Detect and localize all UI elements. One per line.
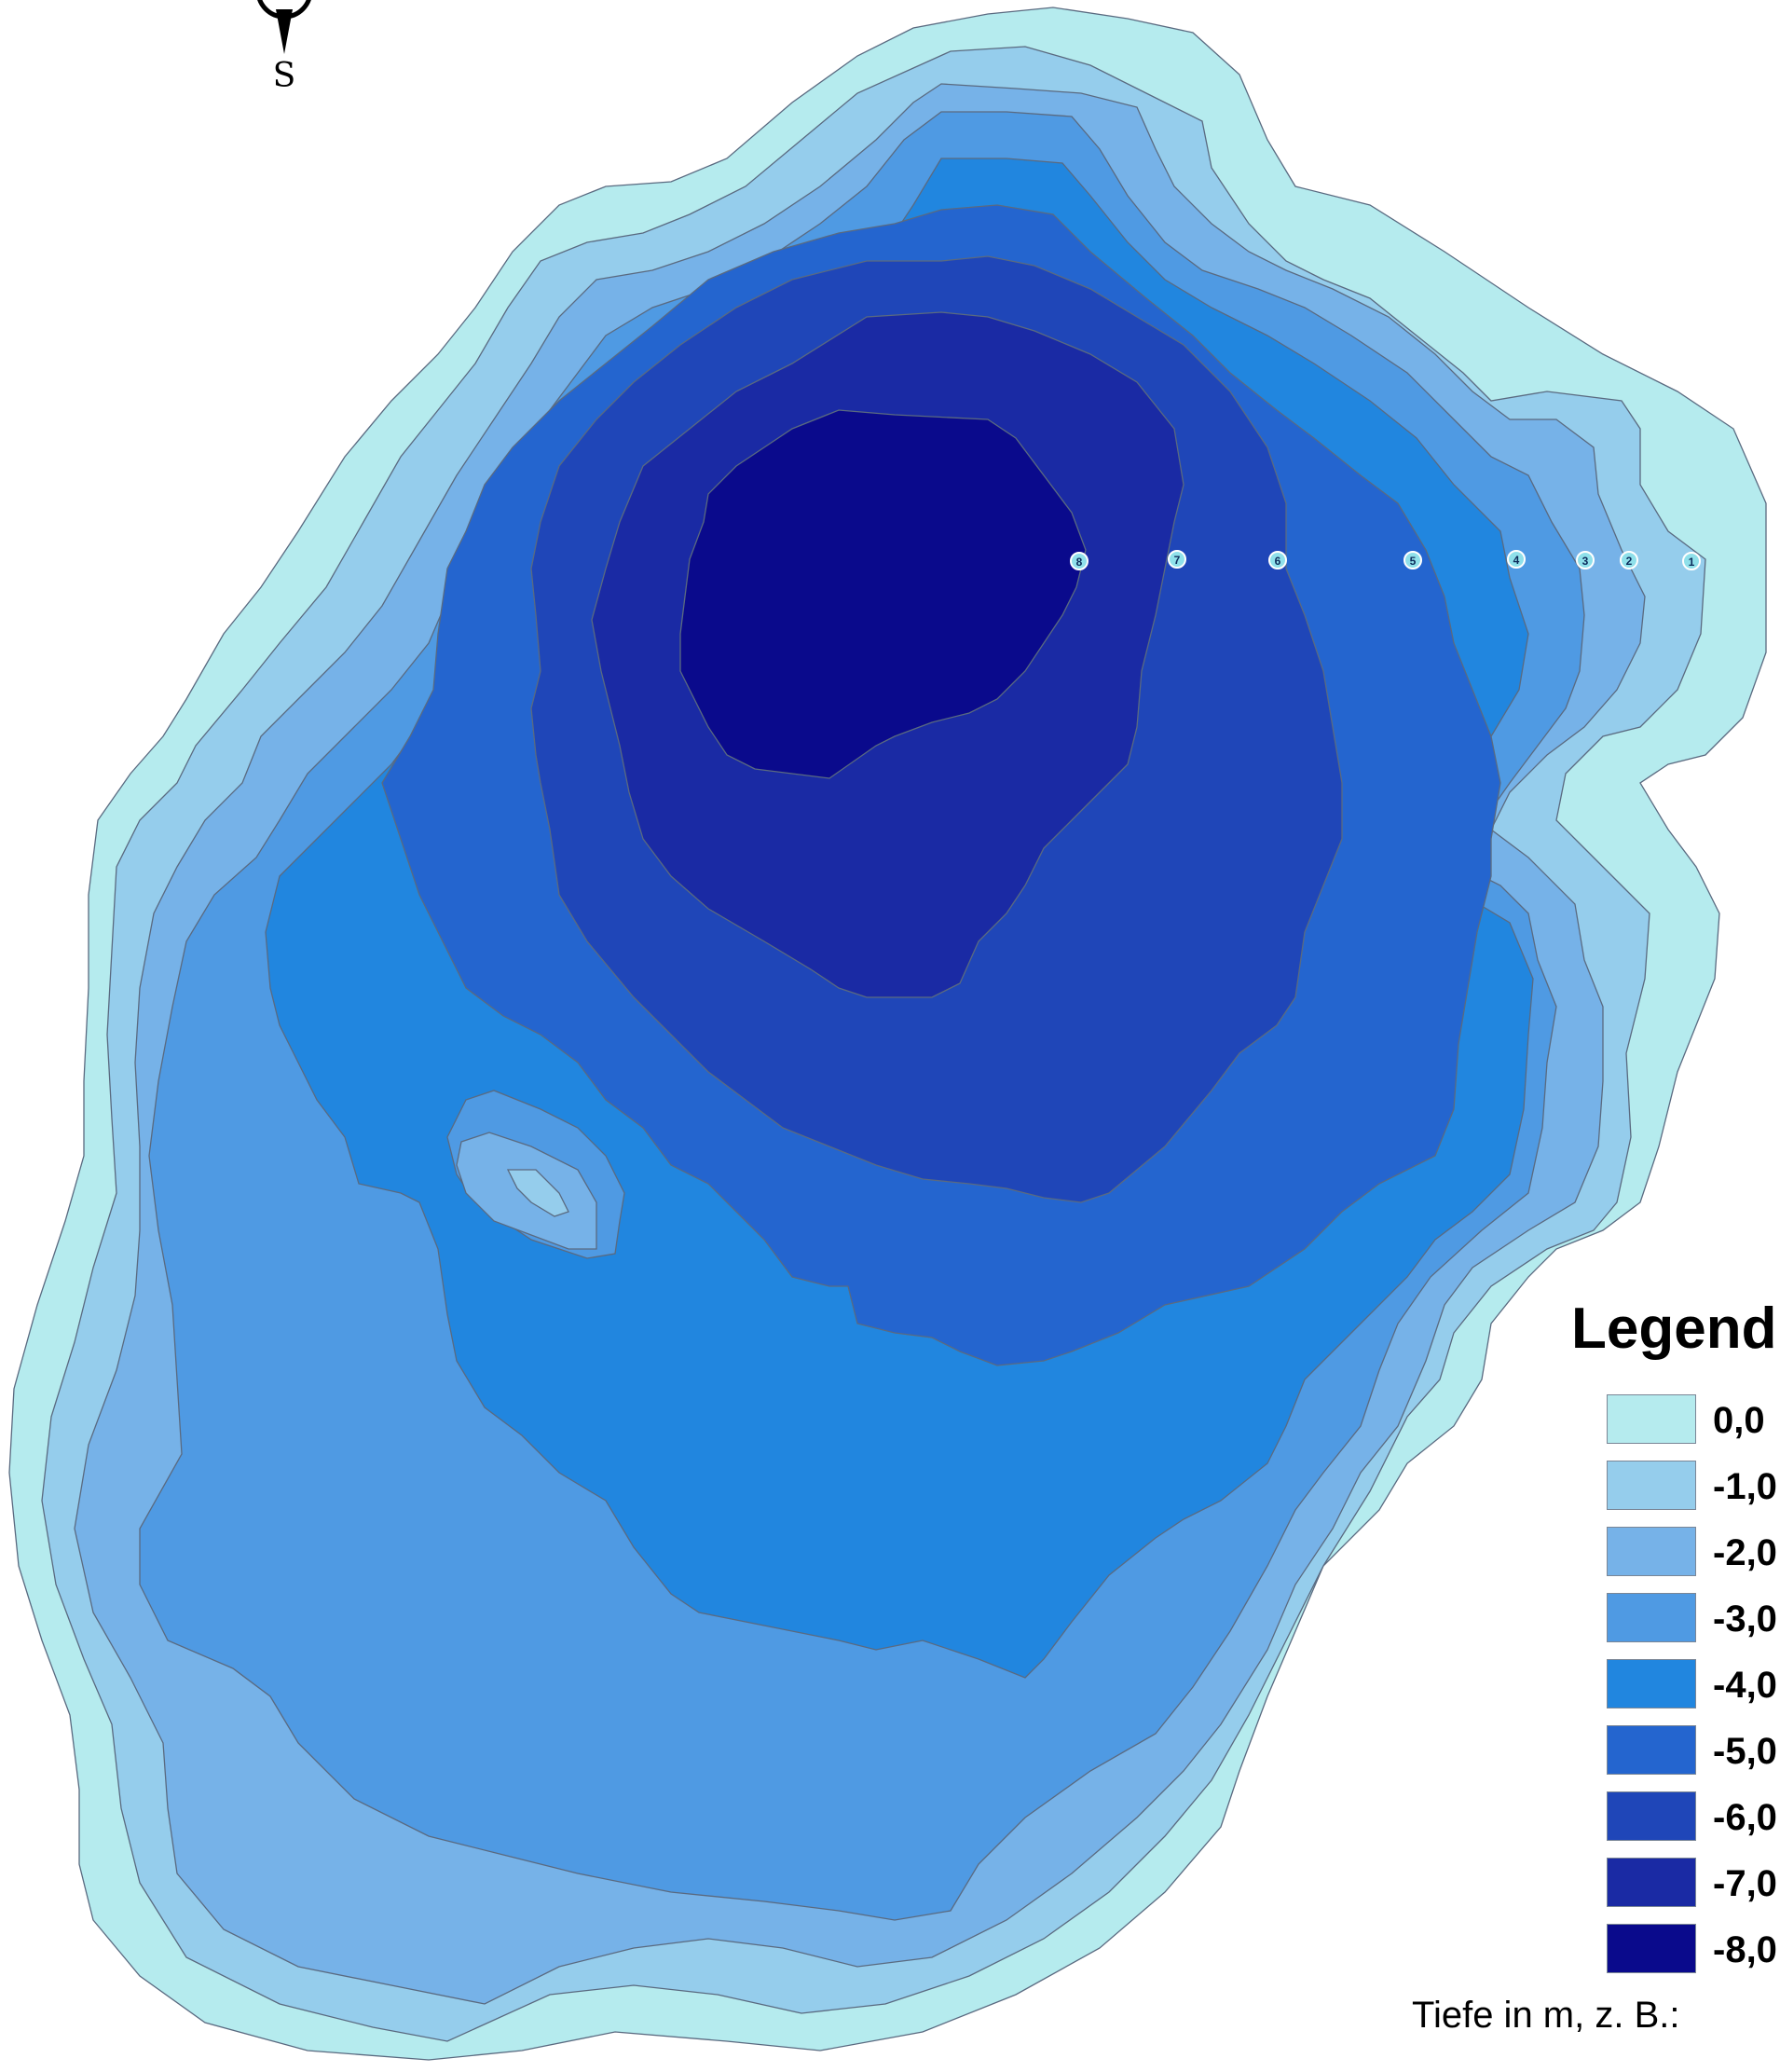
legend-swatch [1607,1659,1696,1708]
legend-swatch [1607,1593,1696,1642]
legend-swatch [1607,1791,1696,1841]
compass-rose: S [257,0,311,95]
legend-label: -6,0 [1713,1797,1777,1838]
depth-marker-6-label: 6 [1275,555,1281,568]
legend-swatch [1607,1394,1696,1444]
depth-marker-3-label: 3 [1582,555,1589,568]
legend-swatch [1607,1527,1696,1576]
compass-south-label: S [273,57,296,95]
legend-label: -2,0 [1713,1532,1777,1573]
depth-marker-5: 5 [1403,551,1422,569]
depth-marker-2-label: 2 [1626,555,1633,568]
depth-marker-5-label: 5 [1410,555,1417,568]
contour-8-0 [679,409,1087,779]
depth-marker-transect: 8 7 6 5 4 3 2 1 [1070,550,1701,570]
depth-marker-1-label: 1 [1689,556,1695,569]
legend-swatch [1607,1858,1696,1907]
legend-swatch [1607,1461,1696,1510]
legend-label: -8,0 [1713,1929,1777,1970]
legend-label: -3,0 [1713,1599,1777,1640]
depth-marker-2: 2 [1620,551,1638,569]
depth-marker-4: 4 [1507,550,1526,569]
shoal-1-0 [506,1169,569,1217]
depth-marker-3: 3 [1576,551,1595,569]
depth-marker-6: 6 [1268,551,1287,569]
legend-label: -5,0 [1713,1731,1777,1772]
depth-marker-7: 7 [1168,550,1186,569]
legend-swatch [1607,1924,1696,1973]
legend-label: -7,0 [1713,1863,1777,1904]
depth-marker-4-label: 4 [1513,554,1520,567]
legend-title: Legend [1571,1297,1777,1361]
depth-marker-7-label: 7 [1174,554,1181,567]
legend-label: -1,0 [1713,1466,1777,1507]
legend-swatch [1607,1725,1696,1775]
legend-caption: Tiefe in m, z. B.: [1412,1995,1680,2036]
shoal-islet [446,1090,625,1259]
legend-label: 0,0 [1713,1400,1765,1441]
depth-marker-1: 1 [1682,552,1701,570]
compass-needle-south [276,9,293,54]
legend-label: -4,0 [1713,1665,1777,1706]
depth-marker-8-label: 8 [1076,556,1083,569]
depth-marker-8: 8 [1070,552,1089,570]
contour-layers [8,7,1767,2061]
